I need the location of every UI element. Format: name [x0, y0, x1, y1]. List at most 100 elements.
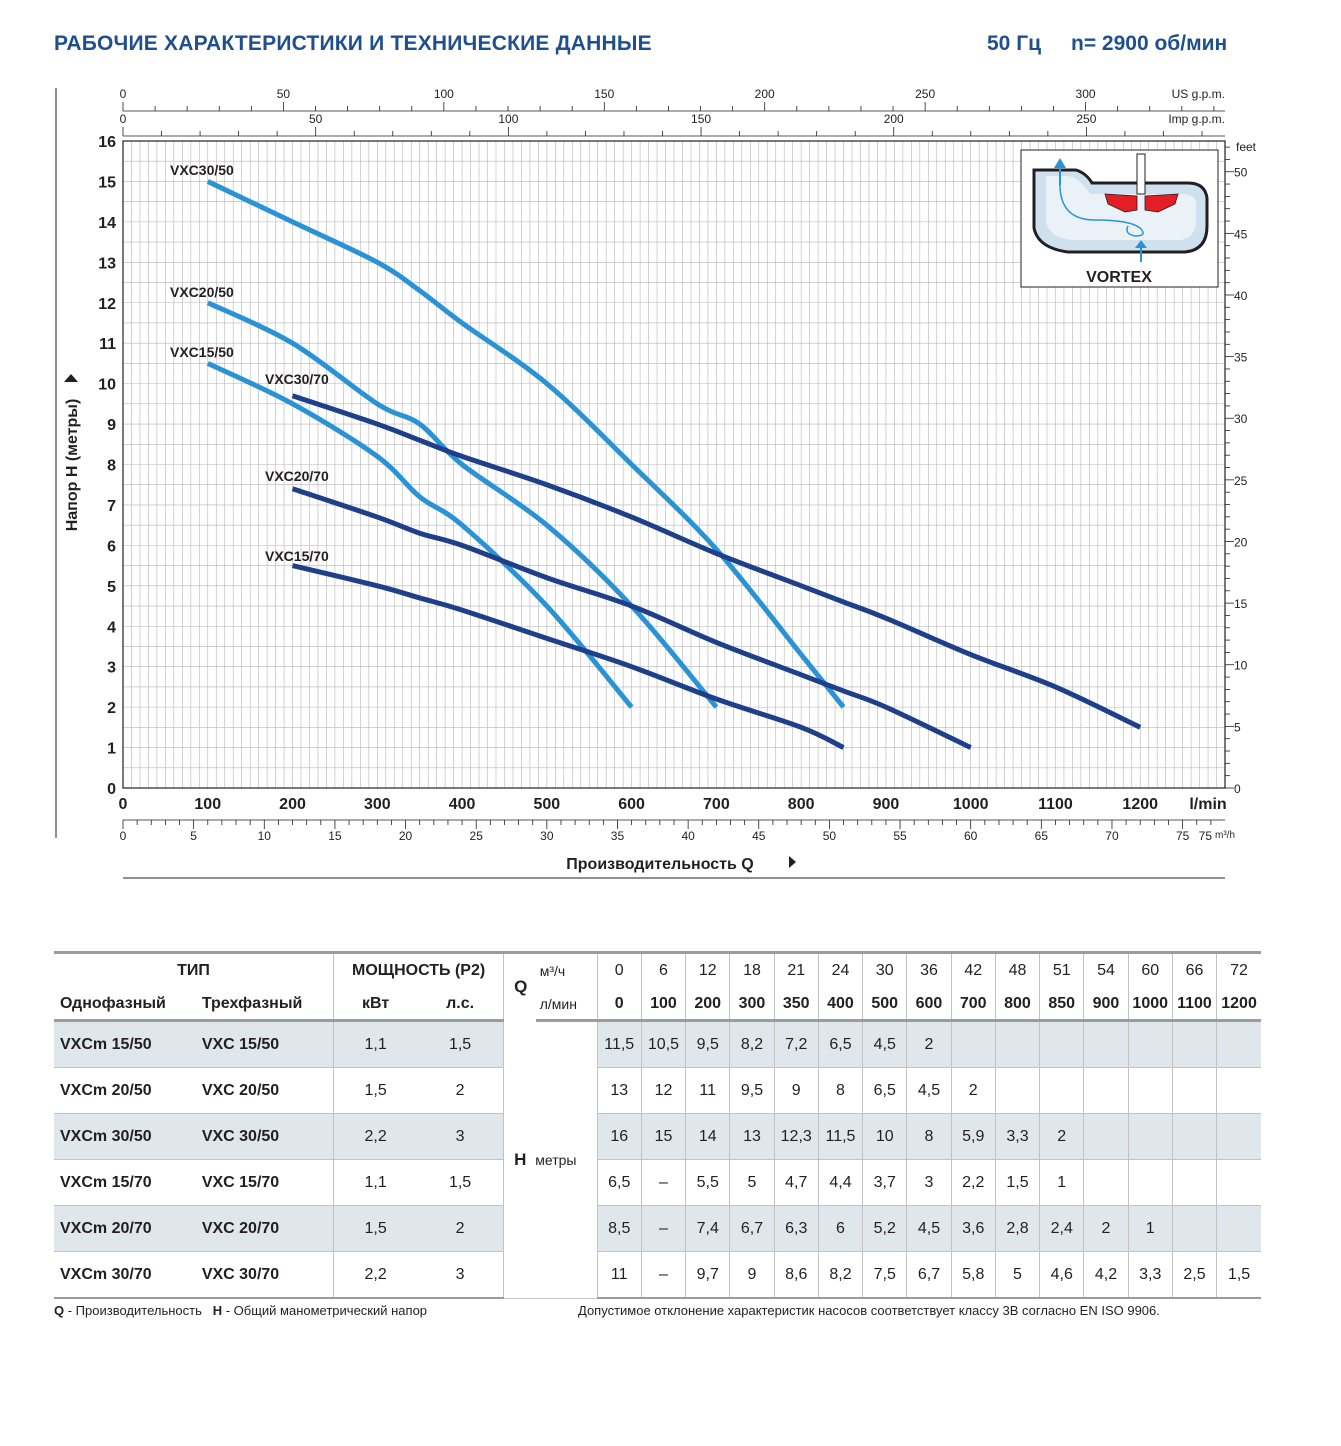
flow-lmin-cell: 100	[640, 988, 686, 1022]
head-value-cell	[1216, 1067, 1261, 1114]
head-value-cell	[1083, 1113, 1129, 1160]
head-value-cell: 6,7	[906, 1251, 952, 1299]
power-kw: 1,5	[333, 1067, 418, 1114]
head-value-cell	[994, 1020, 1040, 1068]
y-tick-label: 8	[107, 458, 116, 475]
flow-m3h-cell: 36	[906, 951, 952, 988]
flow-lmin-cell: 600	[906, 988, 952, 1022]
head-value-cell	[1216, 1159, 1261, 1206]
m3h-axis-label: 75	[1176, 829, 1190, 843]
us-gpm-axis-unit: US g.p.m.	[1172, 87, 1225, 101]
flow-lmin-cell: 1100	[1171, 988, 1217, 1022]
x-tick-label: 300	[364, 796, 391, 813]
feet-unit: feet	[1236, 140, 1257, 154]
us-gpm-axis-label: 200	[755, 87, 775, 101]
head-value-cell: 4,6	[1039, 1251, 1084, 1299]
speed-label: n= 2900 об/мин	[1071, 32, 1228, 55]
power-kw: 1,1	[333, 1159, 418, 1206]
flow-lmin-cell: 850	[1039, 988, 1084, 1022]
x-tick-label: 600	[618, 796, 645, 813]
flow-m3h-cell: 24	[817, 951, 863, 988]
x-tick-label: 900	[873, 796, 900, 813]
head-value-cell: 10	[862, 1113, 907, 1160]
feet-label: 45	[1234, 227, 1248, 241]
model-three-phase: VXC 20/70	[195, 1205, 334, 1252]
head-value-cell: 11	[685, 1067, 730, 1114]
head-value-cell	[1171, 1113, 1217, 1160]
head-value-cell: 9,5	[729, 1067, 775, 1114]
flow-m3h-cell: 54	[1083, 951, 1129, 988]
head-value-cell	[1216, 1205, 1261, 1252]
head-value-cell: 5,8	[950, 1251, 996, 1299]
flow-m3h-cell: 6	[640, 951, 686, 988]
head-value-cell	[950, 1020, 996, 1068]
imp-gpm-axis-label: 0	[120, 112, 127, 126]
m3h-axis-label: 30	[540, 829, 554, 843]
header-three-phase: Трехфазный	[195, 988, 334, 1022]
m3h-axis-label: 65	[1035, 829, 1049, 843]
head-value-cell	[1083, 1067, 1129, 1114]
x-tick-label: 500	[533, 796, 560, 813]
model-single-phase: VXCm 15/70	[54, 1159, 196, 1206]
header-single-phase: Однофазный	[54, 988, 196, 1022]
m3h-axis-label: 15	[328, 829, 342, 843]
x-axis-arrow	[789, 856, 796, 868]
model-three-phase: VXC 30/70	[195, 1251, 334, 1299]
flow-m3h-cell: 48	[994, 951, 1040, 988]
head-value-cell	[1083, 1159, 1129, 1206]
header-type: ТИП	[54, 951, 334, 988]
head-value-cell	[1083, 1020, 1129, 1068]
head-value-cell	[1127, 1067, 1173, 1114]
model-three-phase: VXC 15/50	[195, 1020, 334, 1068]
us-gpm-axis	[122, 102, 1225, 112]
head-value-cell: 11,5	[817, 1113, 863, 1160]
head-value-cell: 1,5	[994, 1159, 1040, 1206]
y-tick-label: 4	[107, 619, 116, 636]
head-value-cell: 6,5	[817, 1020, 863, 1068]
head-value-cell: 5	[994, 1251, 1040, 1299]
footer-legend: Q - Производительность H - Общий маномет…	[54, 1303, 427, 1318]
y-tick-label: 13	[98, 255, 116, 272]
y-tick-label: 15	[98, 174, 116, 191]
head-value-cell: 15	[640, 1113, 686, 1160]
model-single-phase: VXCm 30/50	[54, 1113, 196, 1160]
head-value-cell: 6,3	[773, 1205, 819, 1252]
flow-lmin-cell: 350	[773, 988, 819, 1022]
flow-m3h-cell: 21	[773, 951, 819, 988]
us-gpm-axis-label: 300	[1076, 87, 1096, 101]
head-value-cell: 2,4	[1039, 1205, 1084, 1252]
head-value-cell: 13	[596, 1067, 642, 1114]
header-unit-m3h: м³/ч	[535, 951, 598, 988]
head-value-cell: 8	[817, 1067, 863, 1114]
head-value-cell	[1171, 1205, 1217, 1252]
power-kw: 2,2	[333, 1113, 418, 1160]
m3h-axis-label: 35	[611, 829, 625, 843]
head-value-cell: 4,5	[862, 1020, 907, 1068]
y-tick-label: 14	[98, 215, 116, 232]
footer-q-text: - Производительность	[64, 1303, 202, 1318]
head-value-cell: 9,5	[685, 1020, 730, 1068]
head-value-cell	[1127, 1113, 1173, 1160]
m3h-axis-label: 0	[120, 829, 127, 843]
outlet-arrow	[1054, 158, 1066, 168]
flow-lmin-cell: 200	[685, 988, 730, 1022]
feet-label: 25	[1234, 474, 1248, 488]
head-value-cell	[1216, 1113, 1261, 1160]
head-value-cell: 9	[773, 1067, 819, 1114]
head-value-cell: 4,4	[817, 1159, 863, 1206]
head-value-cell: 3,6	[950, 1205, 996, 1252]
m3h-axis-label: 50	[823, 829, 837, 843]
model-single-phase: VXCm 30/70	[54, 1251, 196, 1299]
x-tick-label: 1000	[953, 796, 989, 813]
frequency-label: 50 Гц	[987, 32, 1042, 55]
y-axis-arrow	[64, 374, 78, 382]
head-value-cell: 2	[1083, 1205, 1129, 1252]
curve-vxc30-70	[291, 393, 1142, 730]
m3h-last-label: 75	[1199, 829, 1213, 843]
head-value-cell: 3	[906, 1159, 952, 1206]
feet-label: 15	[1234, 597, 1248, 611]
plot-frame	[122, 140, 1226, 789]
feet-label: 40	[1234, 289, 1248, 303]
flow-lmin-cell: 1200	[1216, 988, 1261, 1022]
